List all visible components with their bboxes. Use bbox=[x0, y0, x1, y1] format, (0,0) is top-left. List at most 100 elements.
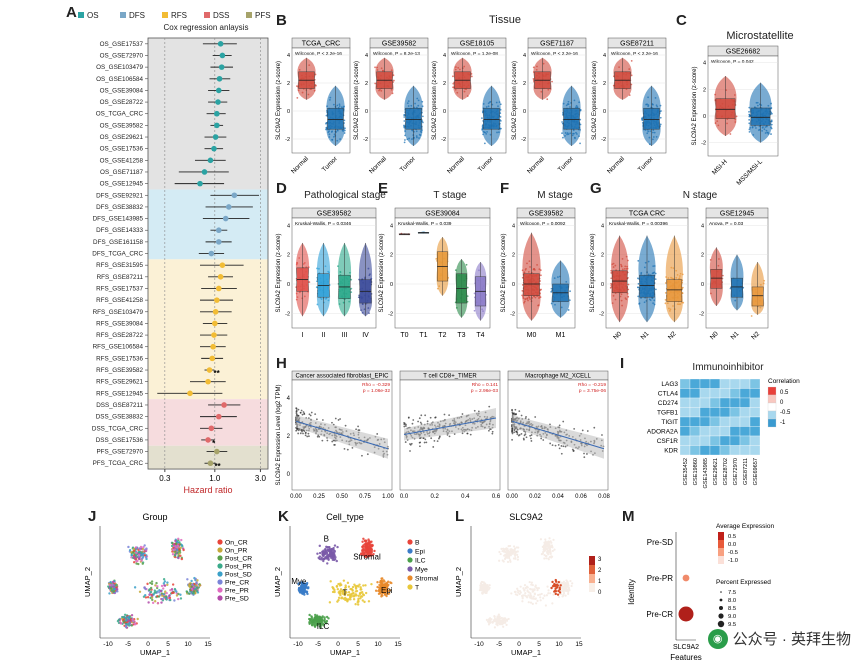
umap-cell bbox=[373, 549, 376, 553]
x-tick-label: N1 bbox=[640, 330, 651, 341]
legend-label-dss: DSS bbox=[213, 11, 229, 20]
data-point bbox=[452, 75, 454, 78]
legend-dot bbox=[407, 557, 413, 563]
umap-cell bbox=[357, 599, 360, 602]
hr-point bbox=[225, 204, 232, 210]
data-point bbox=[721, 274, 724, 277]
cluster-label: Mye bbox=[291, 577, 307, 586]
umap-cell bbox=[502, 550, 506, 553]
legend-swatch-dss bbox=[204, 12, 210, 18]
umap-cell bbox=[545, 594, 549, 597]
data-point bbox=[355, 428, 358, 431]
umap-cell bbox=[552, 593, 555, 596]
umap-cell bbox=[177, 556, 180, 560]
hr-point bbox=[215, 99, 221, 105]
data-point bbox=[343, 447, 346, 450]
data-point bbox=[729, 133, 732, 135]
umap-cell bbox=[523, 584, 527, 587]
umap-cell bbox=[140, 551, 143, 554]
umap-cell bbox=[192, 590, 196, 593]
y-axis-label: SLC9A2 Expression (z-score) bbox=[432, 61, 438, 140]
legend-swatch-dfs bbox=[120, 12, 126, 18]
data-point bbox=[314, 413, 317, 416]
umap-cell bbox=[356, 584, 359, 588]
y-axis-label: SLC9A2 Expression (z-score) bbox=[692, 66, 698, 145]
x-tick-label: 0.04 bbox=[552, 494, 564, 500]
umap-cell bbox=[567, 586, 570, 589]
umap-cell bbox=[180, 557, 184, 561]
legend-label: Epi bbox=[415, 549, 425, 556]
heatmap-cell bbox=[719, 426, 731, 437]
umap-cell bbox=[132, 552, 136, 555]
umap-cell bbox=[135, 562, 138, 565]
umap-cell bbox=[326, 549, 330, 552]
data-point bbox=[562, 136, 564, 139]
y-tick-label: 4 bbox=[701, 223, 704, 229]
x-tick-label: 15 bbox=[575, 641, 583, 648]
umap-cell bbox=[171, 583, 175, 586]
data-point bbox=[448, 414, 451, 417]
band-dfs bbox=[148, 189, 268, 260]
heatmap-cell bbox=[699, 407, 711, 418]
umap-cell bbox=[332, 555, 335, 558]
legend-swatch bbox=[767, 418, 777, 428]
data-point bbox=[423, 441, 426, 444]
x-tick-label: Normal bbox=[446, 155, 466, 175]
umap-cell bbox=[514, 590, 517, 593]
umap-cell bbox=[521, 600, 524, 603]
umap-cell bbox=[516, 550, 519, 553]
legend-dot bbox=[407, 539, 413, 545]
umap-cell bbox=[385, 584, 388, 587]
umap-cell bbox=[563, 586, 567, 589]
umap-cell bbox=[356, 601, 359, 604]
umap-cell bbox=[137, 555, 140, 558]
data-point bbox=[748, 110, 750, 113]
data-point bbox=[420, 414, 423, 417]
data-point bbox=[295, 409, 298, 412]
facet-title: T cell CD8+_TIMER bbox=[423, 374, 477, 380]
data-point bbox=[404, 423, 407, 426]
umap-cell bbox=[503, 554, 506, 557]
x-tick-label: MSI-H bbox=[711, 158, 729, 176]
umap-cell bbox=[150, 582, 154, 586]
umap-cell bbox=[547, 589, 550, 592]
x-tick-label: 0.25 bbox=[313, 494, 325, 500]
data-point bbox=[432, 446, 435, 448]
heatmap-cell bbox=[699, 416, 711, 427]
umap-cell bbox=[121, 615, 124, 619]
hr-point bbox=[197, 180, 203, 187]
y-tick-label: 2 bbox=[701, 253, 704, 259]
data-point bbox=[404, 441, 407, 443]
heatmap-cell bbox=[689, 388, 701, 399]
data-point bbox=[562, 420, 565, 423]
y-axis-label: UMAP_2 bbox=[273, 567, 282, 597]
umap-cell bbox=[322, 624, 325, 627]
data-point bbox=[429, 416, 432, 419]
data-point bbox=[530, 440, 533, 442]
data-point bbox=[520, 414, 523, 417]
data-point bbox=[567, 309, 570, 311]
panel-b-letter: B bbox=[276, 12, 287, 29]
data-point bbox=[403, 124, 405, 127]
heatmap-cell bbox=[749, 416, 761, 427]
umap-cell bbox=[164, 590, 167, 593]
panel-k-letter: K bbox=[278, 508, 289, 525]
umap-cell bbox=[310, 616, 314, 619]
x-tick-label: I bbox=[302, 332, 304, 339]
umap-cell bbox=[350, 587, 353, 591]
x-tick-label: -10 bbox=[474, 641, 484, 648]
x-tick-label: Tumor bbox=[477, 155, 496, 174]
row-label: DSS_GSE87211 bbox=[96, 402, 143, 409]
x-tick-label: 10 bbox=[184, 641, 192, 648]
umap-cell bbox=[177, 592, 180, 596]
umap-cell bbox=[351, 585, 355, 589]
x-axis-label: UMAP_1 bbox=[330, 648, 360, 657]
y-tick-label: -2 bbox=[441, 137, 446, 143]
facet-title: Cancer associated fibroblast_EPIC bbox=[295, 374, 389, 380]
umap-cell bbox=[126, 616, 130, 619]
data-point bbox=[561, 121, 563, 123]
data-point bbox=[403, 425, 406, 428]
umap-cell bbox=[166, 583, 169, 586]
